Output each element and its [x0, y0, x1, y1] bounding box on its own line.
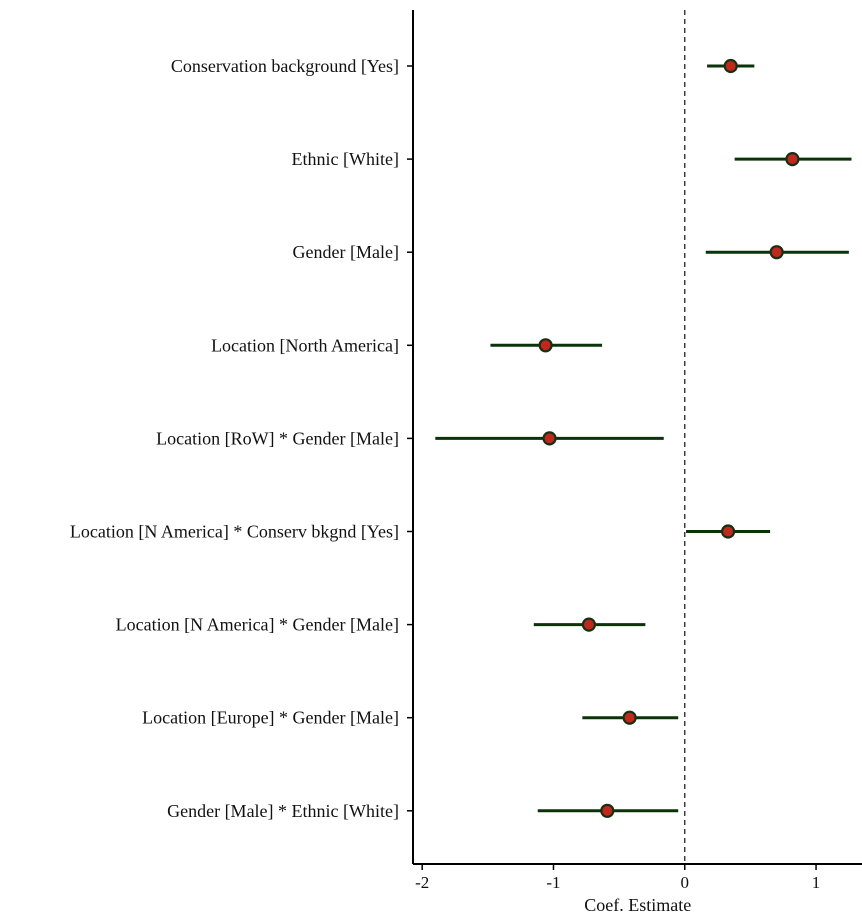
term-labels: Conservation background [Yes] Ethnic [Whi… [70, 56, 413, 821]
term-label: Gender [Male] [293, 242, 399, 262]
term-label: Location [Europe] * Gender [Male] [142, 708, 399, 728]
estimate-point [720, 524, 736, 539]
confidence-intervals [435, 64, 852, 813]
term-label: Conservation background [Yes] [171, 56, 399, 76]
coefficient-points [538, 58, 800, 818]
term-label: Location [RoW] * Gender [Male] [156, 428, 399, 448]
x-axis-title: Coef. Estimate [584, 895, 691, 915]
term-label: Gender [Male] * Ethnic [White] [167, 801, 399, 821]
x-tick-label: 0 [681, 873, 690, 892]
x-tick-label: 1 [812, 873, 821, 892]
term-label: Location [N America] * Gender [Male] [116, 615, 399, 635]
estimate-point [723, 58, 738, 74]
x-axis-ticks: -2 -1 0 1 [415, 864, 820, 892]
x-tick-label: -2 [415, 873, 429, 892]
term-label: Location [N America] * Conserv bkgnd [Ye… [70, 522, 399, 542]
estimate-point [785, 152, 800, 167]
estimate-point [581, 617, 597, 632]
estimate-point [542, 431, 557, 446]
estimate-point [600, 803, 615, 818]
estimate-point [769, 245, 784, 260]
term-label: Ethnic [White] [292, 149, 399, 169]
x-tick-label: -1 [546, 873, 560, 892]
estimate-point [622, 710, 637, 725]
estimate-point [538, 338, 553, 353]
term-label: Location [North America] [211, 335, 399, 355]
